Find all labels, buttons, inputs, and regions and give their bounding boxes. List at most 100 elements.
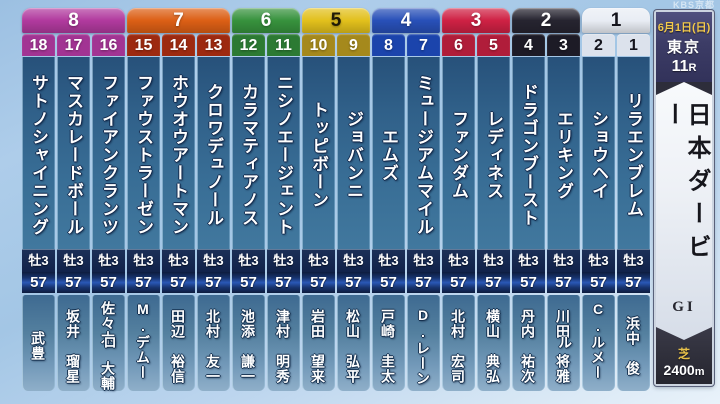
race-track: 東京 [666, 38, 701, 56]
horse-column-3: 3 エリキング 牡3 57 川田 将雅 [547, 34, 580, 391]
horse-weight: 57 [442, 272, 475, 293]
horse-weight: 57 [512, 272, 545, 293]
horse-sex-age: 牡3 [232, 249, 265, 272]
horse-number: 4 [512, 34, 545, 56]
horse-column-12: 12 カラマティアノス 牡3 57 池添 謙一 [232, 34, 265, 391]
horse-weight: 57 [547, 272, 580, 293]
horse-number: 15 [127, 34, 160, 56]
frame-4-header: 4 [372, 8, 440, 33]
horse-name: エリキング [547, 57, 580, 249]
horse-number: 12 [232, 34, 265, 56]
horse-name: ファイアンクランツ [92, 57, 125, 249]
horse-column-6: 6 ファンダム 牡3 57 北村 宏司 [442, 34, 475, 391]
horse-sex-age: 牡3 [512, 249, 545, 272]
horse-weight: 57 [582, 272, 615, 293]
horse-name: ジョバンニ [337, 57, 370, 249]
frame-3-header: 3 [442, 8, 510, 33]
horse-column-16: 16 ファイアンクランツ 牡3 57 佐々木 大輔 [92, 34, 125, 391]
race-distance: 2400m [664, 362, 705, 378]
frame-1-header: 1 [582, 8, 650, 33]
horse-number: 5 [477, 34, 510, 56]
horse-column-4: 4 ドラゴンブースト 牡3 57 丹内 祐次 [512, 34, 545, 391]
horse-sex-age: 牡3 [372, 249, 405, 272]
horse-sex-age: 牡3 [197, 249, 230, 272]
horse-sex-age: 牡3 [22, 249, 55, 272]
horse-weight: 57 [232, 272, 265, 293]
horse-number: 2 [582, 34, 615, 56]
frame-6-header: 6 [232, 8, 300, 33]
race-panel-footer: 芝 2400m [656, 326, 712, 384]
jockey-name: 池添 謙一 [232, 295, 265, 391]
horse-column-5: 5 レディネス 牡3 57 横山 典弘 [477, 34, 510, 391]
horse-weight: 57 [302, 272, 335, 293]
horse-number: 11 [267, 34, 300, 56]
frame-5-header: 5 [302, 8, 370, 33]
jockey-name: 岩田 望来 [302, 295, 335, 391]
jockey-name: 浜中 俊 [617, 295, 650, 391]
horse-columns-row: 18 サトノシャイニング 牡3 57 武豊 17 マスカレードボール 牡3 57 坂井 瑠星 16 フ… [22, 34, 650, 391]
jockey-name: 松山 弘平 [337, 295, 370, 391]
horse-name: クロワデュノール [197, 57, 230, 249]
horse-number: 6 [442, 34, 475, 56]
horse-name: レディネス [477, 57, 510, 249]
horse-number: 1 [617, 34, 650, 56]
horse-column-7: 7 ミュージアムマイル 牡3 57 D. レーン [407, 34, 440, 391]
horse-column-18: 18 サトノシャイニング 牡3 57 武豊 [22, 34, 55, 391]
jockey-name: C.ルメール [557, 295, 615, 391]
race-distance-value: 2400 [663, 362, 695, 378]
horse-name: ファンダム [442, 57, 475, 249]
jockey-name: 丹内 祐次 [512, 295, 545, 391]
jockey-name: 横山 典弘 [477, 295, 510, 391]
race-name: 日本ダービー [659, 102, 709, 267]
jockey-name: 戸崎 圭太 [372, 295, 405, 391]
horse-number: 17 [57, 34, 90, 56]
horse-number: 10 [302, 34, 335, 56]
horse-weight: 57 [372, 272, 405, 293]
jockey-name: 北村 宏司 [442, 295, 475, 391]
horse-weight: 57 [267, 272, 300, 293]
horse-sex-age: 牡3 [267, 249, 300, 272]
broadcaster-watermark: KBS京都 [672, 0, 715, 10]
horse-name: ファウストラーゼン [127, 57, 160, 249]
horse-sex-age: 牡3 [477, 249, 510, 272]
horse-column-8: 8 エムズ 牡3 57 戸崎 圭太 [372, 34, 405, 391]
horse-weight: 57 [57, 272, 90, 293]
jockey-name: 武豊 [22, 295, 55, 391]
horse-sex-age: 牡3 [582, 249, 615, 272]
race-grade: GI [672, 299, 696, 315]
horse-sex-age: 牡3 [92, 249, 125, 272]
horse-number: 18 [22, 34, 55, 56]
horse-name: カラマティアノス [232, 57, 265, 249]
race-surface: 芝 [677, 347, 690, 361]
horse-column-11: 11 ニシノエージェント 牡3 57 津村 明秀 [267, 34, 300, 391]
jockey-name: 津村 明秀 [267, 295, 300, 391]
frame-8-header: 8 [22, 8, 125, 33]
horse-name: ホウオウアートマン [162, 57, 195, 249]
horse-sex-age: 牡3 [407, 249, 440, 272]
horse-sex-age: 牡3 [547, 249, 580, 272]
horse-column-17: 17 マスカレードボール 牡3 57 坂井 瑠星 [57, 34, 90, 391]
horse-name: ニシノエージェント [267, 57, 300, 249]
horse-number: 8 [372, 34, 405, 56]
race-panel-header: 6月1日(日) 東京 11R [656, 12, 712, 82]
jockey-name: D. レーン [407, 295, 440, 391]
horse-number: 3 [547, 34, 580, 56]
race-name-plate: 日本ダービー GI [656, 82, 712, 340]
horse-weight: 57 [92, 272, 125, 293]
horse-column-14: 14 ホウオウアートマン 牡3 57 田辺 裕信 [162, 34, 195, 391]
horse-weight: 57 [162, 272, 195, 293]
jockey-name: 田辺 裕信 [162, 295, 195, 391]
jockey-name: 坂井 瑠星 [57, 295, 90, 391]
jockey-name: M.デムーロ [102, 295, 160, 391]
horse-name: ミュージアムマイル [407, 57, 440, 249]
jockey-name: 川田 将雅 [547, 295, 580, 391]
horse-column-1: 1 リラエンブレム 牡3 57 浜中 俊 [617, 34, 650, 391]
horse-column-10: 10 トッピボーン 牡3 57 岩田 望来 [302, 34, 335, 391]
horse-sex-age: 牡3 [127, 249, 160, 272]
horse-name: サトノシャイニング [22, 57, 55, 249]
jockey-name: 北村 友一 [197, 295, 230, 391]
race-distance-unit: m [694, 366, 705, 378]
